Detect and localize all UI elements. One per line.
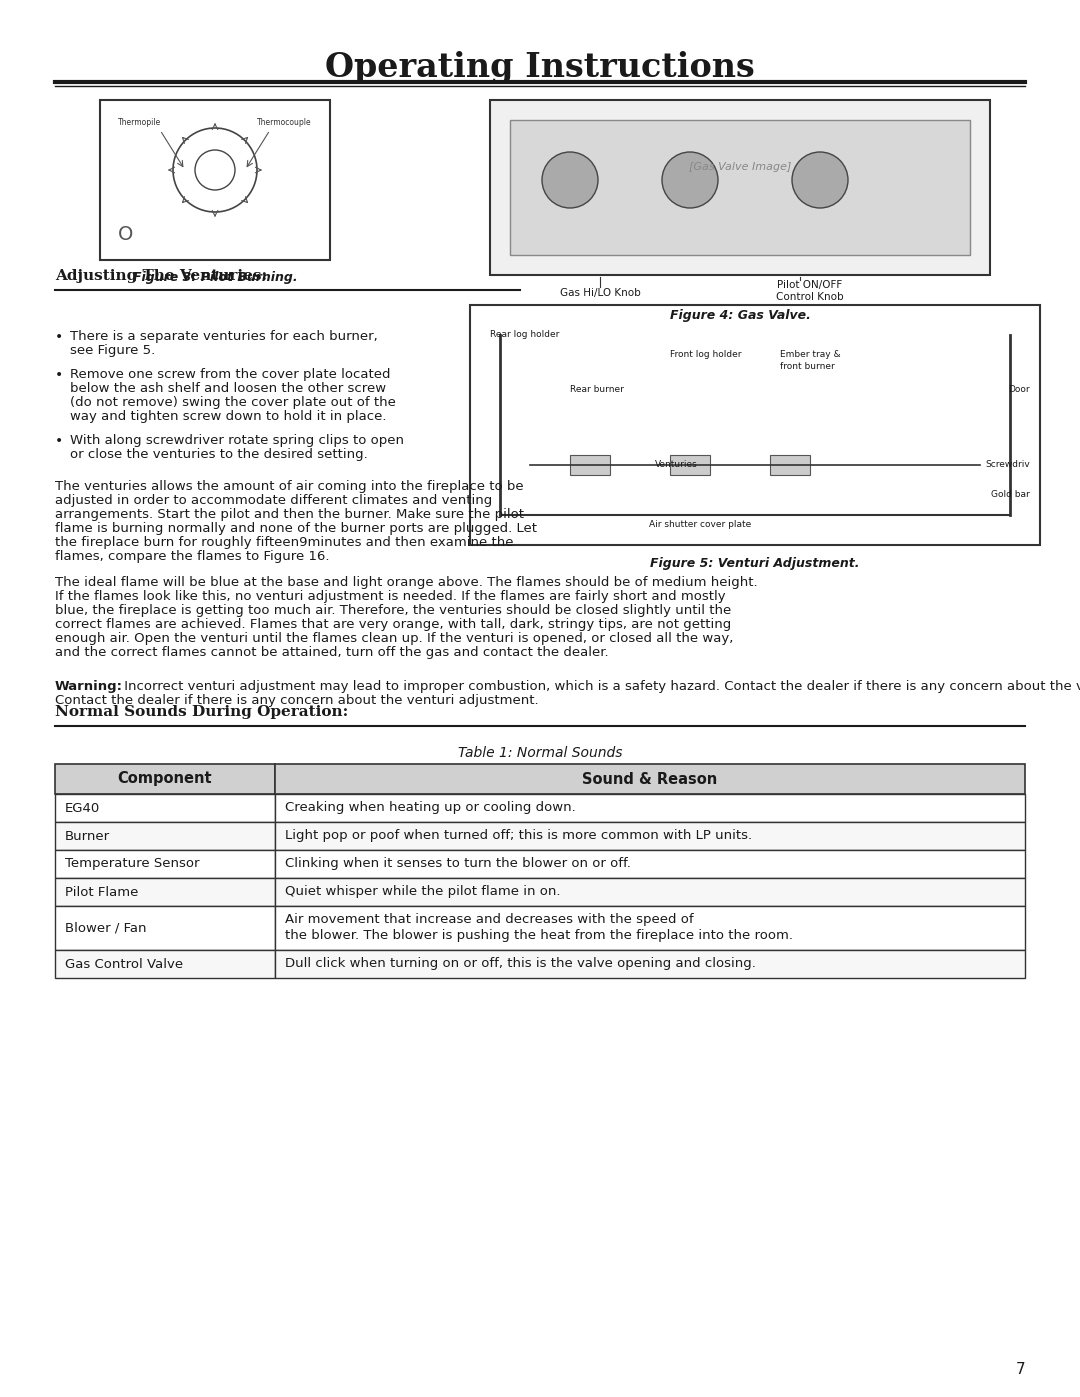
Text: •: •	[55, 330, 64, 344]
Text: Adjusting The Venturies:: Adjusting The Venturies:	[55, 270, 267, 284]
Text: Rear log holder: Rear log holder	[490, 330, 559, 339]
Bar	[470, 305, 1040, 545]
Bar	[570, 455, 610, 475]
Text: Figure 3: Pilot Burning.: Figure 3: Pilot Burning.	[133, 271, 297, 285]
Text: With along screwdriver rotate spring clips to open: With along screwdriver rotate spring cli…	[70, 434, 404, 447]
Text: Dull click when turning on or off, this is the valve opening and closing.: Dull click when turning on or off, this …	[285, 957, 756, 971]
Bar	[275, 950, 1025, 978]
Text: the blower. The blower is pushing the heat from the fireplace into the room.: the blower. The blower is pushing the he…	[285, 929, 793, 943]
Bar	[275, 793, 1025, 821]
Text: Pilot Flame: Pilot Flame	[65, 886, 138, 898]
Bar	[55, 907, 275, 950]
Bar	[275, 907, 1025, 950]
Bar	[510, 120, 970, 256]
Text: flame is burning normally and none of the burner ports are plugged. Let: flame is burning normally and none of th…	[55, 522, 537, 535]
Text: Component: Component	[118, 771, 213, 787]
Bar	[670, 455, 710, 475]
Text: Operating Instructions: Operating Instructions	[325, 52, 755, 84]
Text: Light pop or poof when turned off; this is more common with LP units.: Light pop or poof when turned off; this …	[285, 830, 752, 842]
Circle shape	[662, 152, 718, 208]
Text: Gold bar: Gold bar	[991, 490, 1030, 499]
Text: Warning:: Warning:	[55, 680, 123, 693]
Text: Remove one screw from the cover plate located: Remove one screw from the cover plate lo…	[70, 367, 391, 381]
Text: Pilot ON/OFF: Pilot ON/OFF	[778, 279, 842, 291]
Bar	[275, 764, 1025, 793]
Text: Normal Sounds During Operation:: Normal Sounds During Operation:	[55, 705, 348, 719]
Text: flames, compare the flames to Figure 16.: flames, compare the flames to Figure 16.	[55, 550, 329, 563]
Text: blue, the fireplace is getting too much air. Therefore, the venturies should be : blue, the fireplace is getting too much …	[55, 604, 731, 617]
Text: Table 1: Normal Sounds: Table 1: Normal Sounds	[458, 746, 622, 760]
Text: Temperature Sensor: Temperature Sensor	[65, 858, 200, 870]
Text: Figure 4: Gas Valve.: Figure 4: Gas Valve.	[670, 309, 810, 321]
Bar	[770, 455, 810, 475]
Text: Burner: Burner	[65, 830, 110, 842]
Bar	[55, 849, 275, 877]
Text: Figure 5: Venturi Adjustment.: Figure 5: Venturi Adjustment.	[650, 556, 860, 570]
Text: 7: 7	[1015, 1362, 1025, 1377]
Text: front burner: front burner	[780, 362, 835, 372]
Text: [Gas Valve Image]: [Gas Valve Image]	[689, 162, 792, 172]
Bar	[55, 793, 275, 821]
Text: or close the venturies to the desired setting.: or close the venturies to the desired se…	[70, 448, 368, 461]
Text: Control Knob: Control Knob	[777, 292, 843, 302]
Text: There is a separate venturies for each burner,: There is a separate venturies for each b…	[70, 330, 378, 344]
Text: Sound & Reason: Sound & Reason	[582, 771, 717, 787]
Text: EG40: EG40	[65, 802, 100, 814]
Bar	[490, 101, 990, 275]
Bar	[55, 821, 275, 849]
Text: (do not remove) swing the cover plate out of the: (do not remove) swing the cover plate ou…	[70, 395, 396, 409]
Text: and the correct flames cannot be attained, turn off the gas and contact the deal: and the correct flames cannot be attaine…	[55, 645, 609, 659]
Text: Ember tray &: Ember tray &	[780, 351, 840, 359]
Circle shape	[792, 152, 848, 208]
Bar	[55, 950, 275, 978]
Bar	[275, 877, 1025, 907]
Text: Gas Hi/LO Knob: Gas Hi/LO Knob	[559, 288, 640, 298]
Text: adjusted in order to accommodate different climates and venting: adjusted in order to accommodate differe…	[55, 495, 492, 507]
Text: way and tighten screw down to hold it in place.: way and tighten screw down to hold it in…	[70, 409, 387, 423]
Text: Thermopile: Thermopile	[118, 117, 161, 127]
Text: Screwdriv: Screwdriv	[985, 460, 1030, 469]
Text: Clinking when it senses to turn the blower on or off.: Clinking when it senses to turn the blow…	[285, 858, 631, 870]
Text: Incorrect venturi adjustment may lead to improper combustion, which is a safety : Incorrect venturi adjustment may lead to…	[120, 680, 1080, 693]
Text: Venturies: Venturies	[654, 460, 698, 469]
Bar	[275, 821, 1025, 849]
Text: below the ash shelf and loosen the other screw: below the ash shelf and loosen the other…	[70, 381, 387, 395]
Text: Creaking when heating up or cooling down.: Creaking when heating up or cooling down…	[285, 802, 576, 814]
Text: Gas Control Valve: Gas Control Valve	[65, 957, 184, 971]
Text: Air shutter cover plate: Air shutter cover plate	[649, 520, 751, 529]
Text: •: •	[55, 434, 64, 448]
Bar	[55, 877, 275, 907]
Bar	[275, 849, 1025, 877]
Text: Blower / Fan: Blower / Fan	[65, 922, 147, 935]
Text: Contact the dealer if there is any concern about the venturi adjustment.: Contact the dealer if there is any conce…	[55, 694, 539, 707]
Text: arrangements. Start the pilot and then the burner. Make sure the pilot: arrangements. Start the pilot and then t…	[55, 509, 524, 521]
Text: Rear burner: Rear burner	[570, 386, 624, 394]
Text: •: •	[55, 367, 64, 381]
Bar	[100, 101, 330, 260]
Text: If the flames look like this, no venturi adjustment is needed. If the flames are: If the flames look like this, no venturi…	[55, 590, 726, 604]
Text: enough air. Open the venturi until the flames clean up. If the venturi is opened: enough air. Open the venturi until the f…	[55, 631, 733, 645]
Text: Door: Door	[1009, 386, 1030, 394]
Text: O: O	[118, 225, 133, 244]
Text: the fireplace burn for roughly fifteen9minutes and then examine the: the fireplace burn for roughly fifteen9m…	[55, 536, 513, 549]
Text: correct flames are achieved. Flames that are very orange, with tall, dark, strin: correct flames are achieved. Flames that…	[55, 617, 731, 631]
Text: Air movement that increase and decreases with the speed of: Air movement that increase and decreases…	[285, 914, 693, 926]
Text: Front log holder: Front log holder	[670, 351, 742, 359]
Text: Thermocouple: Thermocouple	[257, 117, 312, 127]
Text: The venturies allows the amount of air coming into the fireplace to be: The venturies allows the amount of air c…	[55, 481, 524, 493]
Bar	[55, 764, 275, 793]
Circle shape	[542, 152, 598, 208]
Text: The ideal flame will be blue at the base and light orange above. The flames shou: The ideal flame will be blue at the base…	[55, 576, 758, 590]
Text: Quiet whisper while the pilot flame in on.: Quiet whisper while the pilot flame in o…	[285, 886, 561, 898]
Text: see Figure 5.: see Figure 5.	[70, 344, 156, 358]
